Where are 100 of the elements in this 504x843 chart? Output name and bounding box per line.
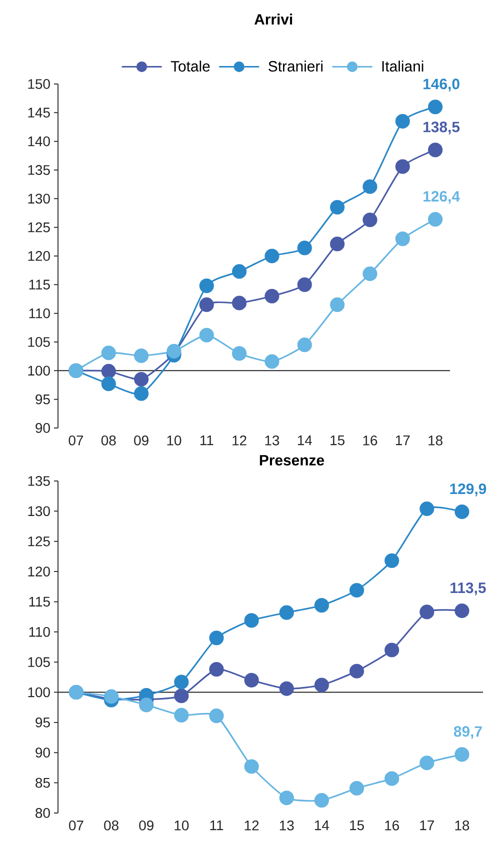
x-tick-label: 08 <box>101 436 116 446</box>
point <box>454 504 470 520</box>
point <box>244 759 259 774</box>
y-tick-label: 110 <box>29 626 50 637</box>
data-label: 129,9 <box>450 484 486 496</box>
y-tick-label: 80 <box>36 808 50 818</box>
point <box>297 338 312 352</box>
point <box>209 708 224 724</box>
point <box>199 278 214 294</box>
point <box>362 179 378 194</box>
point <box>244 613 259 628</box>
point <box>279 790 294 806</box>
point <box>330 297 345 312</box>
x-tick-label: 13 <box>280 820 294 830</box>
point <box>349 582 364 598</box>
point <box>384 642 400 658</box>
point <box>454 747 470 762</box>
y-tick-label: 150 <box>28 79 50 89</box>
data-label: 146,0 <box>424 78 460 92</box>
y-tick-label: 125 <box>28 536 50 546</box>
x-tick-label: 13 <box>265 436 280 446</box>
y-tick-label: 120 <box>28 566 50 576</box>
y-tick-label: 130 <box>28 194 50 204</box>
y-tick-label: 125 <box>28 222 50 232</box>
point <box>314 598 329 613</box>
y-tick-label: 100 <box>28 366 50 376</box>
y-tick-label: 140 <box>28 136 50 146</box>
point <box>362 212 378 228</box>
point <box>454 603 470 618</box>
point <box>232 346 247 361</box>
x-tick-label: 14 <box>298 436 312 446</box>
x-tick-label: 11 <box>210 820 224 830</box>
x-tick-label: 18 <box>455 820 470 830</box>
point <box>297 277 312 292</box>
y-tick-label: 95 <box>36 394 50 404</box>
point <box>174 688 189 704</box>
x-tick-label: 17 <box>396 436 410 446</box>
point <box>428 100 443 114</box>
point <box>232 296 247 310</box>
y-tick-label: 105 <box>28 657 50 668</box>
x-tick-label: 10 <box>167 436 182 446</box>
point <box>330 236 345 252</box>
x-tick-label: 12 <box>244 820 259 830</box>
point <box>174 674 189 690</box>
point <box>279 605 294 620</box>
legend-label: Italiani <box>382 60 424 72</box>
point <box>395 114 410 129</box>
point <box>101 364 116 379</box>
y-tick-label: 120 <box>28 251 50 261</box>
point <box>349 664 364 678</box>
x-tick-label: 16 <box>385 820 399 830</box>
point <box>199 297 214 312</box>
point <box>104 689 119 704</box>
point <box>395 231 410 246</box>
x-tick-label: 09 <box>134 436 148 446</box>
legend-label: Totale <box>170 60 210 72</box>
x-tick-label: 11 <box>200 436 214 446</box>
point <box>264 354 280 369</box>
chart-title: Arrivi <box>254 14 292 24</box>
y-tick-label: 145 <box>28 108 50 118</box>
point <box>297 240 312 256</box>
point <box>428 212 443 227</box>
point <box>232 264 247 279</box>
y-tick-label: 90 <box>36 748 50 758</box>
point <box>166 344 182 358</box>
x-tick-label: 18 <box>428 436 442 446</box>
x-tick-label: 07 <box>68 436 84 446</box>
y-tick-label: 110 <box>29 308 50 318</box>
x-tick-label: 15 <box>330 436 344 446</box>
y-tick-label: 105 <box>28 337 50 347</box>
y-tick-label: 85 <box>36 778 50 788</box>
x-tick-label: 07 <box>69 820 84 830</box>
data-label: 126,4 <box>424 191 460 204</box>
point <box>101 346 116 360</box>
legend-label: Stranieri <box>268 60 322 72</box>
point <box>428 142 443 158</box>
point <box>209 630 224 646</box>
x-tick-label: 14 <box>315 820 330 830</box>
x-tick-label: 15 <box>350 820 364 830</box>
point <box>209 662 224 677</box>
point <box>420 756 434 770</box>
point <box>174 708 189 723</box>
point <box>199 328 214 342</box>
point <box>384 553 400 568</box>
point <box>264 288 280 304</box>
y-tick-label: 115 <box>29 596 50 607</box>
point <box>134 348 149 364</box>
y-tick-label: 115 <box>29 280 50 290</box>
point <box>314 793 329 808</box>
point <box>101 376 116 392</box>
point <box>134 386 149 401</box>
y-tick-label: 130 <box>28 506 50 516</box>
point <box>420 501 434 516</box>
y-tick-label: 90 <box>36 423 50 433</box>
point <box>264 248 280 264</box>
y-tick-label: 95 <box>36 718 50 728</box>
point <box>134 372 149 387</box>
x-tick-label: 08 <box>104 820 118 830</box>
point <box>349 780 364 796</box>
data-label: 138,5 <box>424 122 460 134</box>
